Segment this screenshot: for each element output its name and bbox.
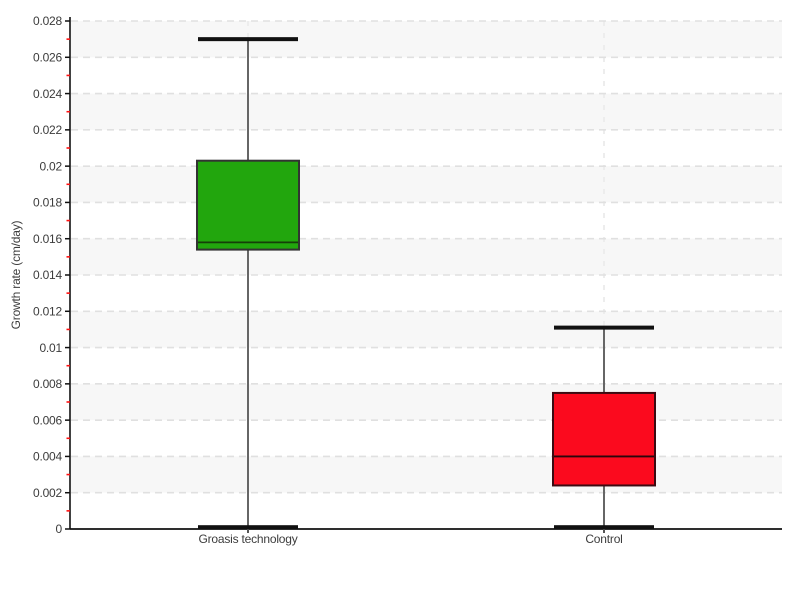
y-tick-label: 0.008 [33, 377, 63, 391]
y-tick-label: 0.026 [33, 50, 63, 64]
y-tick-label: 0.006 [33, 413, 63, 427]
y-tick-label: 0.022 [33, 123, 63, 137]
plot-band [71, 456, 782, 493]
plot-band [71, 166, 782, 203]
y-tick-label: 0 [56, 522, 63, 536]
whisker-cap-max [554, 325, 654, 330]
y-tick-label: 0.01 [39, 341, 62, 355]
y-tick-label: 0.002 [33, 486, 63, 500]
whisker-cap-max [198, 37, 298, 42]
box-rect [196, 159, 300, 251]
category-label: Control [585, 532, 622, 546]
y-tick-label: 0.018 [33, 196, 63, 210]
y-tick-label: 0.024 [33, 87, 63, 101]
plot-band [71, 238, 782, 275]
y-tick-label: 0.012 [33, 304, 63, 318]
whisker-cap-min [198, 525, 298, 530]
box-rect [552, 391, 656, 487]
y-tick-label: 0.028 [33, 14, 63, 28]
y-tick-label: 0.02 [39, 159, 62, 173]
whisker-cap-min [554, 525, 654, 530]
y-tick-label: 0.014 [33, 268, 63, 282]
plot-band [71, 93, 782, 130]
plot-band [71, 311, 782, 348]
y-tick-label: 0.004 [33, 450, 63, 464]
category-label: Groasis technology [198, 532, 297, 546]
plot-band [71, 383, 782, 421]
plot-band [71, 21, 782, 58]
y-tick-label: 0.016 [33, 232, 63, 246]
y-axis-title: Growth rate (cm/day) [9, 220, 23, 329]
